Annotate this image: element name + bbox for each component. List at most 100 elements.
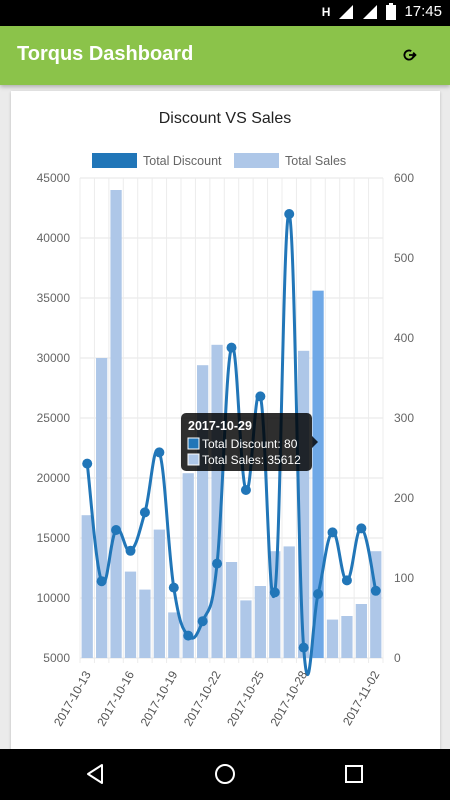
sales-bar-19[interactable]	[355, 604, 367, 658]
y-left-tick-1: 10000	[37, 591, 71, 605]
sales-bar-20[interactable]	[370, 551, 382, 658]
discount-point-12[interactable]	[255, 391, 266, 402]
sales-bar-17[interactable]	[326, 619, 339, 658]
sales-bar-8[interactable]	[197, 365, 209, 658]
y-left-tick-8: 45000	[37, 171, 71, 185]
discount-point-15[interactable]	[298, 642, 309, 653]
sales-bar-0[interactable]	[81, 515, 93, 658]
discount-point-6[interactable]	[168, 582, 179, 593]
y-right-axis: 0 100 200 300 400 500 600	[394, 171, 414, 665]
tooltip-box	[181, 413, 312, 471]
discount-point-5[interactable]	[154, 447, 165, 458]
discount-point-2[interactable]	[111, 525, 122, 535]
status-icons: H 17:45	[322, 3, 442, 20]
discount-point-10[interactable]	[226, 342, 237, 353]
sales-bar-10[interactable]	[225, 562, 238, 658]
sales-bar-18[interactable]	[341, 616, 353, 658]
y-left-tick-6: 35000	[37, 291, 71, 305]
x-tick-3: 2017-10-22	[181, 668, 224, 728]
status-bar: H 17:45	[0, 0, 450, 26]
x-tick-0: 2017-10-13	[51, 668, 94, 728]
sales-bar-9[interactable]	[211, 344, 223, 658]
sales-bar-15[interactable]	[298, 350, 310, 658]
sales-bar-13[interactable]	[269, 551, 281, 658]
discount-point-8[interactable]	[197, 616, 208, 627]
legend-label-1[interactable]: Total Sales	[285, 154, 346, 168]
discount-line[interactable]	[82, 209, 381, 676]
clock: 17:45	[404, 3, 442, 20]
tooltip-line-discount: Total Discount: 80	[202, 437, 298, 451]
y-right-tick-1: 100	[394, 571, 414, 585]
discount-point-1[interactable]	[96, 576, 107, 587]
y-left-tick-7: 40000	[37, 231, 71, 245]
home-icon[interactable]	[213, 762, 237, 786]
sales-bars[interactable]	[81, 190, 382, 658]
sales-bar-4[interactable]	[139, 589, 151, 658]
chart-legend[interactable]: Total Discount Total Sales	[92, 153, 346, 168]
discount-vs-sales-chart[interactable]: Discount VS Sales Total Discount Total Sa…	[11, 91, 440, 751]
discount-point-18[interactable]	[341, 575, 352, 586]
app-bar: Torqus Dashboard	[0, 26, 450, 85]
wifi-signal-icon	[339, 4, 354, 19]
tooltip-line-sales: Total Sales: 35612	[202, 453, 301, 467]
signal-type-indicator: H	[321, 4, 331, 19]
y-left-tick-5: 30000	[37, 351, 71, 365]
chart-title: Discount VS Sales	[159, 110, 292, 127]
tooltip-caret	[312, 436, 318, 448]
discount-point-9[interactable]	[212, 558, 223, 569]
discount-point-13[interactable]	[269, 587, 280, 598]
tooltip-swatch-sales	[187, 453, 200, 466]
y-right-tick-4: 400	[394, 331, 414, 345]
legend-swatch-0[interactable]	[92, 153, 137, 168]
x-tick-5: 2017-10-28	[267, 668, 310, 728]
legend-label-0[interactable]: Total Discount	[143, 154, 222, 168]
y-left-tick-3: 20000	[37, 471, 71, 485]
sales-bar-11[interactable]	[240, 600, 252, 658]
sales-bar-12[interactable]	[254, 586, 266, 658]
back-icon[interactable]	[84, 762, 108, 786]
sales-bar-2[interactable]	[110, 190, 122, 658]
y-right-tick-5: 500	[394, 251, 414, 265]
discount-point-4[interactable]	[139, 507, 150, 518]
y-right-tick-2: 200	[394, 491, 414, 505]
sales-bar-16[interactable]	[312, 290, 324, 658]
discount-point-17[interactable]	[327, 527, 338, 538]
sales-bar-3[interactable]	[124, 571, 137, 658]
y-left-tick-2: 15000	[37, 531, 71, 545]
recents-icon[interactable]	[342, 762, 366, 786]
x-tick-2: 2017-10-19	[138, 668, 181, 728]
chart-tooltip: 2017-10-29 Total Discount: 80 Total Sales:…	[181, 413, 318, 471]
discount-point-3[interactable]	[125, 545, 136, 556]
x-axis: 2017-10-13 2017-10-16 2017-10-19 2017-10-22…	[51, 668, 383, 728]
tooltip-swatch-discount	[187, 437, 200, 450]
navigation-bar	[0, 749, 450, 800]
sales-bar-1[interactable]	[96, 358, 108, 658]
discount-point-0[interactable]	[82, 458, 93, 469]
discount-point-14[interactable]	[284, 209, 295, 219]
y-left-axis: 5000 10000 15000 20000 25000 30000 35000 40000 4…	[37, 171, 71, 665]
x-tick-1: 2017-10-16	[94, 668, 137, 728]
discount-point-11[interactable]	[240, 485, 251, 495]
refresh-icon[interactable]	[398, 44, 420, 66]
sales-bar-7[interactable]	[182, 473, 194, 658]
y-left-tick-0: 5000	[43, 651, 70, 665]
sales-bar-6[interactable]	[168, 612, 180, 658]
y-right-tick-3: 300	[394, 411, 414, 425]
sales-bar-5[interactable]	[153, 529, 165, 658]
x-tick-4: 2017-10-25	[224, 668, 267, 728]
y-right-tick-6: 600	[394, 171, 414, 185]
cell-signal-icon	[363, 4, 378, 19]
tooltip-title: 2017-10-29	[188, 419, 252, 433]
discount-point-20[interactable]	[370, 585, 381, 596]
discount-point-19[interactable]	[356, 523, 367, 534]
chart-card: Discount VS Sales Total Discount Total Sa…	[11, 91, 440, 751]
y-right-tick-0: 0	[394, 651, 401, 665]
discount-point-7[interactable]	[183, 630, 194, 641]
discount-point-16[interactable]	[313, 589, 324, 599]
battery-icon	[386, 3, 397, 20]
legend-swatch-1[interactable]	[234, 153, 279, 168]
x-tick-6: 2017-11-02	[340, 668, 383, 728]
app-title: Torqus Dashboard	[17, 43, 194, 65]
y-left-tick-4: 25000	[37, 411, 71, 425]
sales-bar-14[interactable]	[283, 546, 295, 658]
